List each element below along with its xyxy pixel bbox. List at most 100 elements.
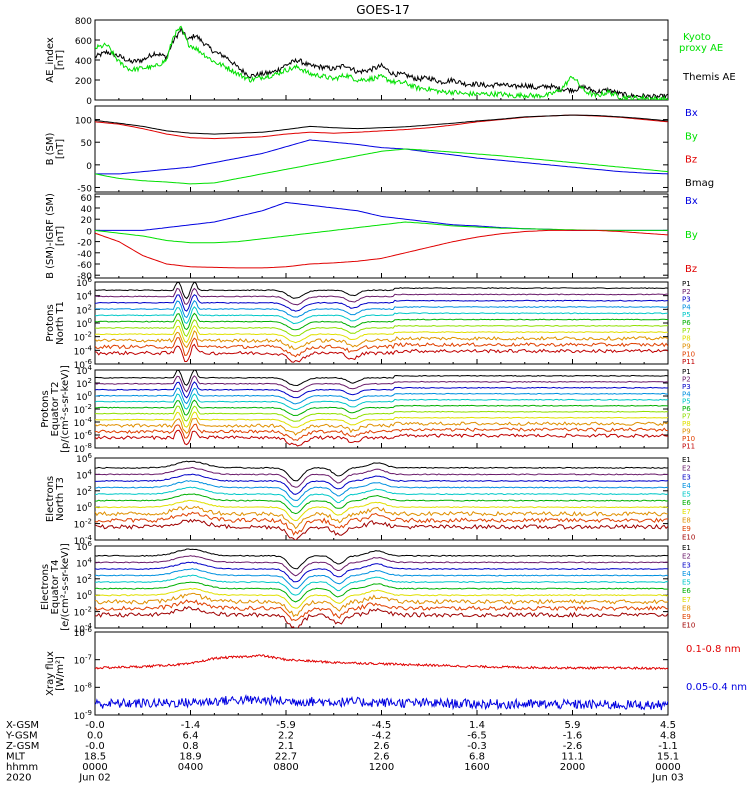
series-line-p11 xyxy=(95,429,668,447)
series-line-kyoto xyxy=(95,25,668,100)
y-axis-label: North T1 xyxy=(55,301,66,345)
legend-entry: P8 xyxy=(682,420,691,428)
series-line-e1 xyxy=(95,548,668,570)
legend-entry: E3 xyxy=(682,473,691,481)
y-axis-label: [e/(cm²-s-sr-keV)] xyxy=(60,543,71,631)
x-row-value: 4.5 xyxy=(660,720,676,731)
y-axis-label: Equator T4 xyxy=(50,560,61,615)
legend-entry: E2 xyxy=(682,553,691,561)
legend-entry: 0.1-0.8 nm xyxy=(686,644,741,655)
y-tick-label: 10-2 xyxy=(74,518,92,531)
y-tick-label: 10-2 xyxy=(74,403,92,416)
series-line-p10 xyxy=(95,423,668,442)
y-tick-label: 104 xyxy=(76,364,92,377)
series-line-e2 xyxy=(95,466,668,488)
legend-entry: E9 xyxy=(682,525,691,533)
data-area xyxy=(95,460,668,540)
x-row-label: Z-GSM xyxy=(6,741,39,752)
y-axis-label: Equator T2 xyxy=(50,382,61,437)
legend-entry: Bz xyxy=(685,264,697,275)
legend-entry: E5 xyxy=(682,579,691,587)
y-tick-label: 0 xyxy=(86,97,92,107)
x-row-value: -0.3 xyxy=(467,741,487,752)
y-axis-label: North T3 xyxy=(55,477,66,521)
data-area xyxy=(95,654,668,711)
legend-entry: E8 xyxy=(682,516,691,524)
legend-entry: E7 xyxy=(682,508,691,516)
series-line-p10 xyxy=(95,337,668,358)
data-area xyxy=(95,548,668,628)
y-tick-label: 10-7 xyxy=(74,654,92,667)
panel-frame xyxy=(94,105,669,193)
y-tick-label: 106 xyxy=(76,540,92,553)
y-tick-label: 100 xyxy=(76,390,92,403)
series-line-p1 xyxy=(95,282,668,300)
series-line-e4 xyxy=(95,480,668,501)
legend-entry: P4 xyxy=(682,303,691,311)
data-area xyxy=(95,282,668,363)
series-line-e6 xyxy=(95,581,668,603)
legend-entry: E8 xyxy=(682,604,691,612)
x-row-label: Y-GSM xyxy=(5,731,38,742)
legend-entry: P5 xyxy=(682,311,691,319)
x-row-value: -2.6 xyxy=(563,741,583,752)
series-line-0-05-0-4-nm xyxy=(95,694,668,711)
y-tick-label: 200 xyxy=(75,77,92,87)
y-axis-label: B (SM)-IGRF (SM) xyxy=(45,193,56,279)
legend-entry: Bx xyxy=(685,196,698,207)
x-row-label: MLT xyxy=(6,752,26,763)
series-line-e10 xyxy=(95,518,668,540)
series-line-p9 xyxy=(95,417,668,436)
series-line-bz xyxy=(95,114,668,140)
series-line-themis-ae xyxy=(95,27,668,100)
y-tick-label: 100 xyxy=(76,317,92,330)
series-line-p5 xyxy=(95,393,668,411)
y-tick-label: 100 xyxy=(75,117,92,127)
legend-entry: P2 xyxy=(682,288,691,296)
y-tick-label: -20 xyxy=(77,239,92,249)
legend-entry: P6 xyxy=(682,319,691,327)
y-tick-label: 60 xyxy=(81,194,93,204)
series-line-p7 xyxy=(95,405,668,422)
x-row-value: 4.8 xyxy=(660,731,676,742)
x-row-label: X-GSM xyxy=(6,720,39,731)
series-line-e9 xyxy=(95,599,668,622)
series-line-e3 xyxy=(95,561,668,583)
series-line-e5 xyxy=(95,486,668,508)
legend-entry: E6 xyxy=(682,587,691,595)
y-tick-label: 106 xyxy=(76,452,92,465)
y-tick-label: 106 xyxy=(76,276,92,289)
series-line-p11 xyxy=(95,343,668,363)
legend-entry: P11 xyxy=(682,442,695,450)
x-row-value: -1.6 xyxy=(563,731,583,742)
data-area xyxy=(95,370,668,447)
x-row-value: 1600 xyxy=(464,762,489,773)
legend-entry: E6 xyxy=(682,499,691,507)
legend-entry: E10 xyxy=(682,622,695,630)
data-area xyxy=(95,114,668,185)
x-row-label: hhmm xyxy=(6,762,38,773)
legend-entry: E4 xyxy=(682,570,691,578)
series-line-by xyxy=(95,148,668,185)
x-row-value: 2.1 xyxy=(278,741,294,752)
figure-title: GOES-17 xyxy=(356,3,410,17)
series-line-p6 xyxy=(95,312,668,331)
x-row-value: 2.6 xyxy=(374,752,390,763)
series-line-p6 xyxy=(95,399,668,417)
series-line-p2 xyxy=(95,375,668,393)
series-line-e7 xyxy=(95,587,668,609)
legend-entry: P1 xyxy=(682,280,691,288)
x-row-value: 1.4 xyxy=(469,720,485,731)
series-line-e5 xyxy=(95,574,668,596)
series-line-p8 xyxy=(95,325,668,344)
series-line-e8 xyxy=(95,505,668,530)
series-line-p8 xyxy=(95,411,668,428)
x-row-value: 0.0 xyxy=(87,731,103,742)
y-tick-label: 100 xyxy=(76,589,92,602)
x-row-value: 18.5 xyxy=(84,752,106,763)
x-row-value: 2.6 xyxy=(374,741,390,752)
